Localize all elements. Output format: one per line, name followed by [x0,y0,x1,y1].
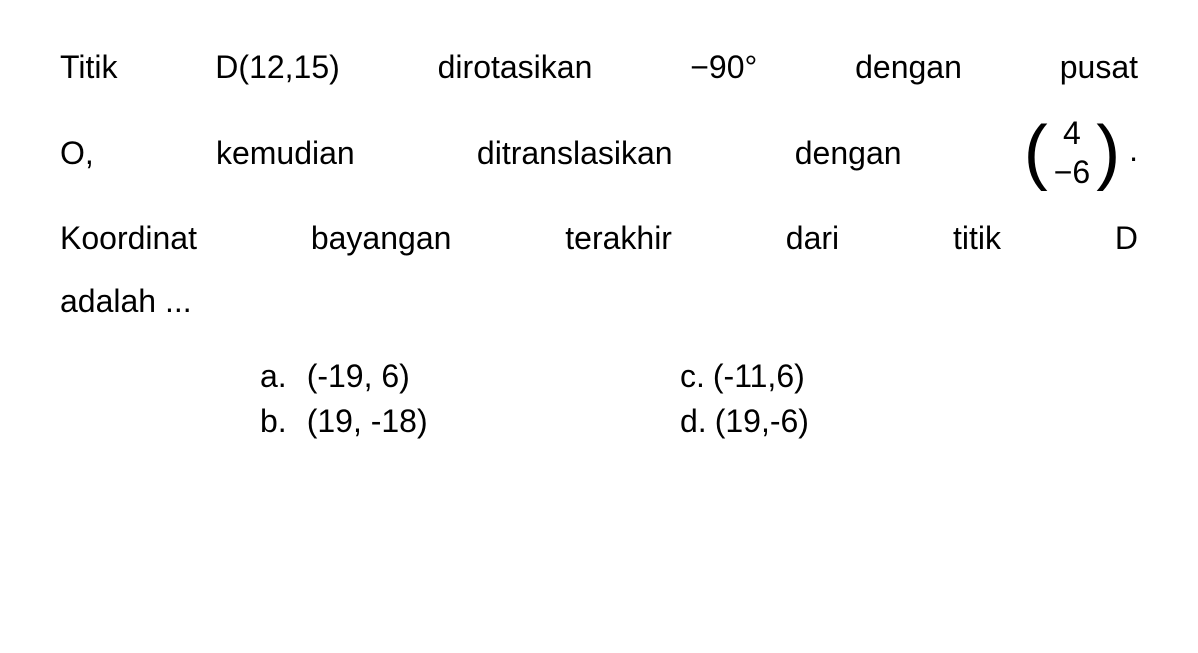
matrix-bottom: −6 [1054,153,1090,191]
question-line-2: O, kemudian ditranslasikan dengan ( 4 −6… [60,114,1138,191]
word: dengan [855,40,962,94]
option-letter-c: c. [680,358,705,395]
option-row-1: a. (-19, 6) c. (-11,6) [260,358,1138,395]
option-b: b. (19, -18) [260,403,680,440]
matrix-wrapper: ( 4 −6 ) . [1024,114,1138,191]
word: D(12,15) [215,40,340,94]
column-vector: ( 4 −6 ) [1024,114,1120,191]
word: terakhir [565,211,672,265]
word: ditranslasikan [477,126,673,180]
word: Titik [60,40,117,94]
word: Koordinat [60,211,197,265]
word: D [1115,211,1138,265]
option-letter-a: a. [260,358,287,395]
paren-right-icon: ) [1096,120,1120,185]
question-block: Titik D(12,15) dirotasikan −90° dengan p… [60,40,1138,328]
question-line-4: adalah ... [60,274,1138,328]
word: dari [786,211,839,265]
question-line-3: Koordinat bayangan terakhir dari titik D [60,211,1138,265]
option-letter-d: d. [680,403,707,440]
paren-left-icon: ( [1024,120,1048,185]
option-letter-b: b. [260,403,287,440]
option-value-c: (-11,6) [713,358,805,395]
option-d: d. (19,-6) [680,403,809,440]
word: bayangan [311,211,452,265]
option-a: a. (-19, 6) [260,358,680,395]
matrix-top: 4 [1063,114,1081,152]
word: O, [60,126,94,180]
options-block: a. (-19, 6) c. (-11,6) b. (19, -18) d. (… [60,358,1138,440]
question-line-1: Titik D(12,15) dirotasikan −90° dengan p… [60,40,1138,94]
option-value-d: (19,-6) [715,403,809,440]
word: dengan [795,126,902,180]
option-value-a: (-19, 6) [307,358,410,395]
option-row-2: b. (19, -18) d. (19,-6) [260,403,1138,440]
word: −90° [690,40,757,94]
word: dirotasikan [438,40,593,94]
word: pusat [1060,40,1138,94]
option-c: c. (-11,6) [680,358,805,395]
option-value-b: (19, -18) [307,403,428,440]
word: titik [953,211,1001,265]
word: kemudian [216,126,355,180]
period: . [1129,132,1138,168]
matrix-content: 4 −6 [1048,114,1096,191]
